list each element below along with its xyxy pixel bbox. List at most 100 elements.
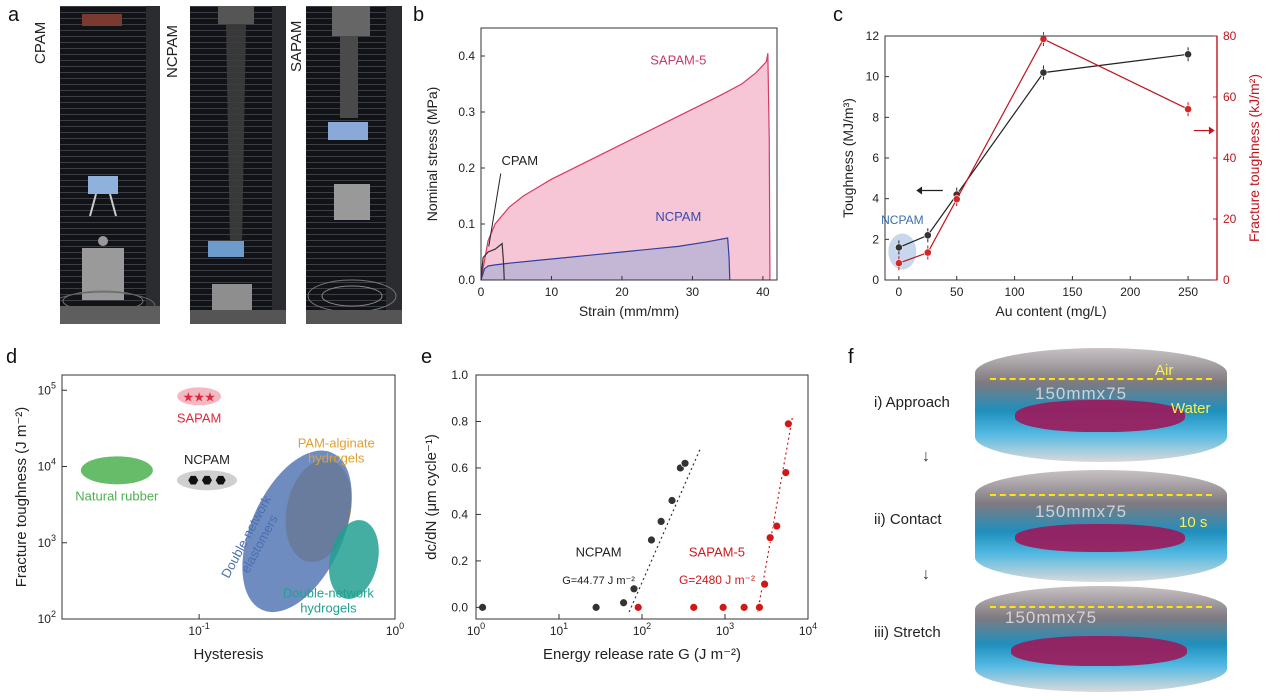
x-tick-label: 101 (550, 621, 568, 638)
point-left (1184, 50, 1192, 59)
label-water: Water (1171, 400, 1211, 417)
y-tick-left-label: 0 (872, 273, 879, 287)
point-ncpam (591, 602, 601, 612)
y-tick-label: 0.4 (451, 507, 468, 521)
ncpam-label: NCPAM (881, 213, 923, 227)
ncpam-hexagon-icon (188, 475, 199, 485)
line-ncpam (480, 237, 731, 281)
x-axis-label: Strain (mm/mm) (579, 303, 679, 319)
label-ncpam: NCPAM (655, 209, 701, 224)
step-contact: ii) Contact (874, 511, 942, 528)
label-sapam: SAPAM (288, 20, 305, 72)
y-tick-label: 0.6 (451, 461, 468, 475)
y-axis-right-label: Fracture toughness (kJ/m²) (1246, 74, 1262, 242)
point-ncpam (629, 584, 639, 594)
panel-letter-a: a (8, 4, 20, 26)
x-tick-label: 20 (615, 285, 629, 299)
x-tick-label: 250 (1178, 285, 1198, 299)
photo-ncpam (190, 6, 286, 324)
x-tick-label: 104 (799, 621, 817, 638)
y-tick-label: 103 (38, 533, 56, 550)
hydrogel-blob-1 (1015, 400, 1185, 432)
sapam-star-icon: ★ (183, 389, 195, 404)
panel-letter-f: f (848, 346, 854, 368)
point-right (1184, 105, 1192, 114)
y-tick-right-label: 0 (1223, 273, 1230, 287)
area-ncpam (481, 238, 730, 280)
y-axis-left-label: Toughness (MJ/m³) (840, 98, 856, 218)
y-tick-left-label: 10 (866, 70, 880, 84)
label-time: 10 s (1179, 514, 1208, 531)
point-sapam-5 (755, 602, 764, 612)
y-tick-label: 102 (38, 609, 56, 626)
air-line (990, 378, 1212, 380)
y-tick-label: 0.0 (451, 600, 468, 614)
point-right (894, 259, 903, 268)
y-tick-left-label: 8 (872, 110, 879, 124)
point-right (1039, 35, 1048, 43)
label-pam-alginate: PAM-alginate hydrogels (298, 435, 375, 465)
x-tick-label: 0 (896, 285, 903, 299)
y-tick-label: 0.2 (458, 161, 475, 175)
point-sapam-5 (739, 602, 749, 612)
x-tick-label: 100 (467, 621, 485, 638)
air-line-3 (990, 606, 1212, 608)
point-sapam-5 (772, 521, 782, 531)
point-left (894, 243, 903, 252)
label-air: Air (1155, 362, 1174, 379)
y-tick-left-label: 4 (872, 192, 879, 206)
y-tick-label: 0.0 (458, 273, 475, 287)
y-tick-right-label: 20 (1223, 212, 1237, 226)
label-sapam: SAPAM (177, 410, 222, 425)
y-tick-right-label: 40 (1223, 151, 1237, 165)
y-tick-label: 0.3 (458, 105, 475, 119)
point-right (952, 195, 961, 204)
point-sapam-5 (765, 533, 775, 543)
photo-approach: 150mmx75 Air Water (975, 348, 1227, 462)
x-tick-label: 102 (633, 621, 651, 638)
photo-contact: 150mmx75 10 s (975, 470, 1227, 582)
y-tick-left-label: 6 (872, 151, 879, 165)
x-tick-label: 50 (950, 285, 964, 299)
label-dn-hydrogels: Double-network hydrogels (283, 586, 375, 616)
step-approach: i) Approach (874, 394, 950, 411)
label-cpam: CPAM (32, 21, 49, 64)
panel-letter-d: d (6, 346, 18, 368)
sapam-star-icon: ★ (204, 389, 216, 404)
line-left (898, 53, 1189, 249)
y-tick-label: 105 (38, 380, 56, 397)
fit-line-sapam (757, 416, 794, 613)
x-tick-label: 30 (686, 285, 700, 299)
x-tick-label: 40 (756, 285, 770, 299)
x-axis-label: Energy release rate G (J m⁻²) (543, 646, 741, 663)
plot-frame (61, 374, 396, 620)
panel-letter-c: c (833, 4, 843, 26)
y-axis-label: dc/dN (μm cycle⁻¹) (423, 434, 440, 560)
point-sapam-5 (760, 579, 770, 589)
label-sapam-5: SAPAM-5 (689, 544, 745, 559)
x-tick-label: 100 (1005, 285, 1025, 299)
point-sapam-5 (718, 602, 728, 612)
point-ncpam (656, 516, 666, 526)
point-left (1039, 68, 1048, 77)
y-tick-label: 104 (38, 457, 56, 474)
y-tick-left-label: 2 (872, 232, 879, 246)
arrow-down-icon-2: ↓ (922, 566, 930, 583)
plot-frame (884, 35, 1218, 281)
label-natural-rubber: Natural rubber (75, 488, 159, 503)
region-dn-hydrogels (328, 520, 379, 599)
x-axis-label: Au content (mg/L) (995, 303, 1106, 319)
region-natural-rubber (80, 456, 153, 485)
region-dn-elastomers (242, 450, 352, 613)
label-cpam: CPAM (501, 153, 538, 168)
x-tick-label: 150 (1062, 285, 1082, 299)
panel-letter-e: e (421, 346, 433, 368)
right-arrowhead-icon (1208, 126, 1215, 135)
air-line-2 (990, 494, 1212, 496)
chart-c: NCPAM 0 50 100 150 200 250 0 2 4 6 8 10 12 0 20 40 60 80 Au… (840, 29, 1262, 319)
left-arrowhead-icon (916, 186, 923, 195)
cpam-pointer (488, 173, 502, 247)
point-ncpam (647, 535, 656, 545)
point-right (923, 248, 932, 257)
